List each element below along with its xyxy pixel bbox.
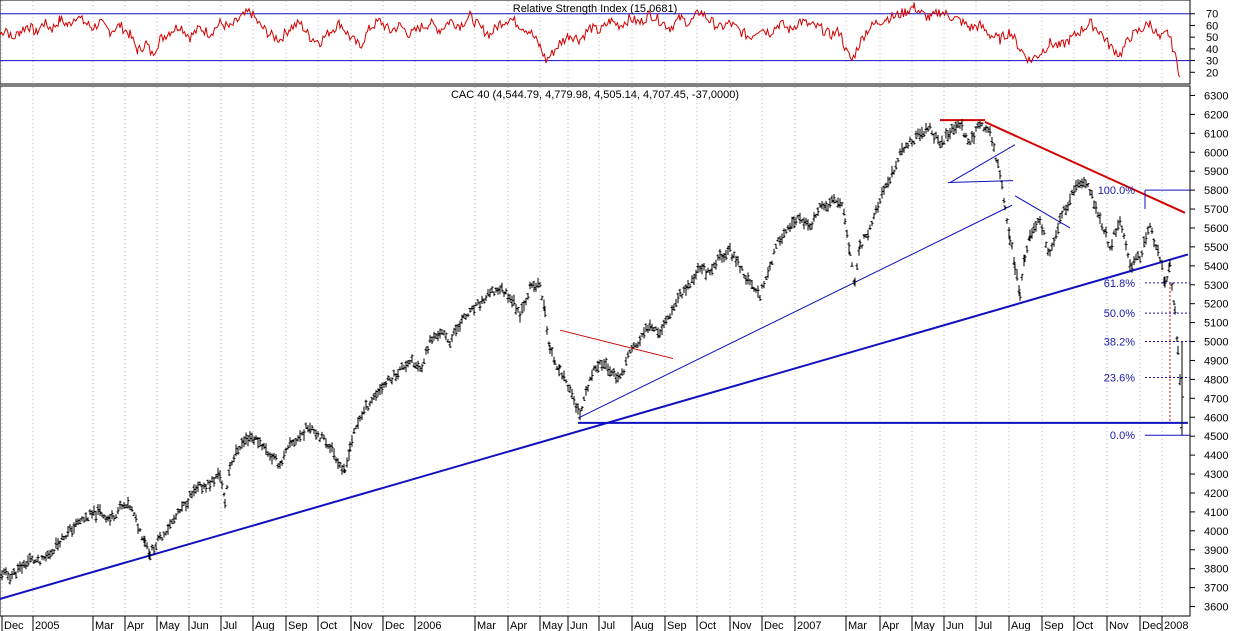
price-y-tick-label: 3700 (1204, 583, 1228, 595)
rsi-y-tick-label: 20 (1206, 67, 1218, 79)
price-bar-path (0, 119, 1184, 585)
fib-level-label: 38.2% (1104, 337, 1135, 349)
rsi-reference-lines (0, 13, 1190, 62)
x-axis-ticks: Dec 2005 Mar Apr May Jun Jul Aug Sep Oct Nov Dec 200… (1, 616, 1188, 631)
x-tick-label: Mar (95, 620, 114, 631)
x-tick-label: Jun (570, 620, 588, 631)
x-tick-label: Jun (191, 620, 209, 631)
price-y-tick-label: 5400 (1204, 261, 1228, 273)
x-tick-label: Oct (320, 620, 337, 631)
price-y-tick-label: 4900 (1204, 355, 1228, 367)
price-y-tick-label: 4600 (1204, 412, 1228, 424)
trendline (577, 204, 1013, 419)
x-tick-label: Oct (699, 620, 716, 631)
price-y-tick-label: 3600 (1204, 602, 1228, 614)
price-y-tick-label: 4200 (1204, 488, 1228, 500)
fib-level-label: 100.0% (1098, 185, 1136, 197)
rsi-y-tick-label: 60 (1206, 20, 1218, 32)
price-y-tick-label: 4000 (1204, 526, 1228, 538)
x-tick-label: Sep (288, 620, 308, 631)
x-tick-label: May (159, 620, 180, 631)
price-y-tick-label: 3800 (1204, 564, 1228, 576)
price-y-tick-label: 6200 (1204, 109, 1228, 121)
fib-level-label: 50.0% (1104, 308, 1135, 320)
x-tick-label: Jun (946, 620, 964, 631)
x-tick-label: 2007 (797, 620, 821, 631)
price-y-tick-label: 6300 (1204, 90, 1228, 102)
trendline (559, 329, 674, 360)
x-tick-label: May (542, 620, 563, 631)
price-y-tick-label: 5000 (1204, 337, 1228, 349)
price-y-tick-label: 5500 (1204, 242, 1228, 254)
price-y-tick-label: 5200 (1204, 299, 1228, 311)
trendline (949, 144, 1016, 183)
rsi-panel: Relative Strength Index (15.0681) 203040… (0, 0, 1218, 85)
price-y-tick-label: 5100 (1204, 318, 1228, 330)
rsi-series-line (0, 2, 1181, 78)
x-tick-label: Sep (1044, 620, 1064, 631)
x-tick-label: Mar (848, 620, 867, 631)
x-tick-label: Dec (385, 620, 405, 631)
fibonacci-levels: 100.0% 61.8% 50.0% 38.2% 23.6% 0.0% (1098, 185, 1190, 442)
price-y-tick-label: 6100 (1204, 128, 1228, 140)
fib-level-label: 0.0% (1110, 430, 1135, 442)
price-y-tick-label: 6000 (1204, 147, 1228, 159)
x-tick-label: 2006 (417, 620, 441, 631)
price-title: CAC 40 (4,544.79, 4,779.98, 4,505.14, 4,… (451, 89, 739, 101)
x-tick-label: Apr (882, 620, 899, 631)
x-tick-label: Aug (255, 620, 275, 631)
price-panel: 100.0% 61.8% 50.0% 38.2% 23.6% 0.0% CAC 40 (4… (0, 85, 1228, 617)
trendline (984, 121, 1186, 214)
price-y-tick-label: 5800 (1204, 185, 1228, 197)
x-tick-label: Dec (1142, 620, 1162, 631)
price-y-tick-label: 3900 (1204, 545, 1228, 557)
price-grid (1, 87, 1163, 615)
x-tick-label: Nov (732, 620, 752, 631)
trendlines (0, 119, 1189, 600)
x-tick-label: 2008 (1164, 620, 1188, 631)
x-tick-label: Sep (667, 620, 687, 631)
price-y-tick-label: 5300 (1204, 280, 1228, 292)
price-y-tick-label: 4700 (1204, 393, 1228, 405)
x-tick-label: Aug (634, 620, 654, 631)
x-tick-label: Jul (978, 620, 992, 631)
x-tick-label: Jul (601, 620, 615, 631)
price-bars (0, 119, 1184, 585)
fib-level-label: 61.8% (1104, 278, 1135, 290)
rsi-y-tick-label: 50 (1206, 32, 1218, 44)
price-y-tick-label: 5900 (1204, 166, 1228, 178)
x-tick-label: Nov (353, 620, 373, 631)
rsi-y-tick-label: 40 (1206, 44, 1218, 56)
x-tick-label: Mar (477, 620, 496, 631)
x-tick-label: Aug (1011, 620, 1031, 631)
trendline (1014, 195, 1071, 229)
x-tick-label: Dec (764, 620, 784, 631)
price-y-tick-label: 4800 (1204, 374, 1228, 386)
x-tick-label: Dec (4, 620, 24, 631)
x-tick-label: Jul (223, 620, 237, 631)
x-tick-label: Nov (1109, 620, 1129, 631)
rsi-y-tick-label: 70 (1206, 9, 1218, 21)
price-y-tick-label: 5600 (1204, 223, 1228, 235)
x-tick-label: Apr (510, 620, 527, 631)
x-axis: Dec 2005 Mar Apr May Jun Jul Aug Sep Oct Nov Dec 200… (0, 615, 1190, 631)
price-y-tick-label: 4100 (1204, 507, 1228, 519)
price-y-tick-label: 4400 (1204, 450, 1228, 462)
price-frame (0, 85, 1191, 617)
fib-level-label: 23.6% (1104, 373, 1135, 385)
price-y-tick-label: 5700 (1204, 204, 1228, 216)
x-tick-label: Apr (127, 620, 144, 631)
rsi-y-tick-label: 30 (1206, 56, 1218, 68)
price-y-tick-label: 4500 (1204, 431, 1228, 443)
x-tick-label: 2005 (35, 620, 59, 631)
trendline (0, 253, 1189, 600)
x-tick-label: Oct (1076, 620, 1093, 631)
price-y-tick-label: 4300 (1204, 469, 1228, 481)
x-tick-label: May (914, 620, 935, 631)
rsi-title: Relative Strength Index (15.0681) (513, 3, 678, 15)
price-y-axis: 3600 3700 3800 3900 4000 4100 4200 4300 4400 4500… (1190, 90, 1228, 614)
